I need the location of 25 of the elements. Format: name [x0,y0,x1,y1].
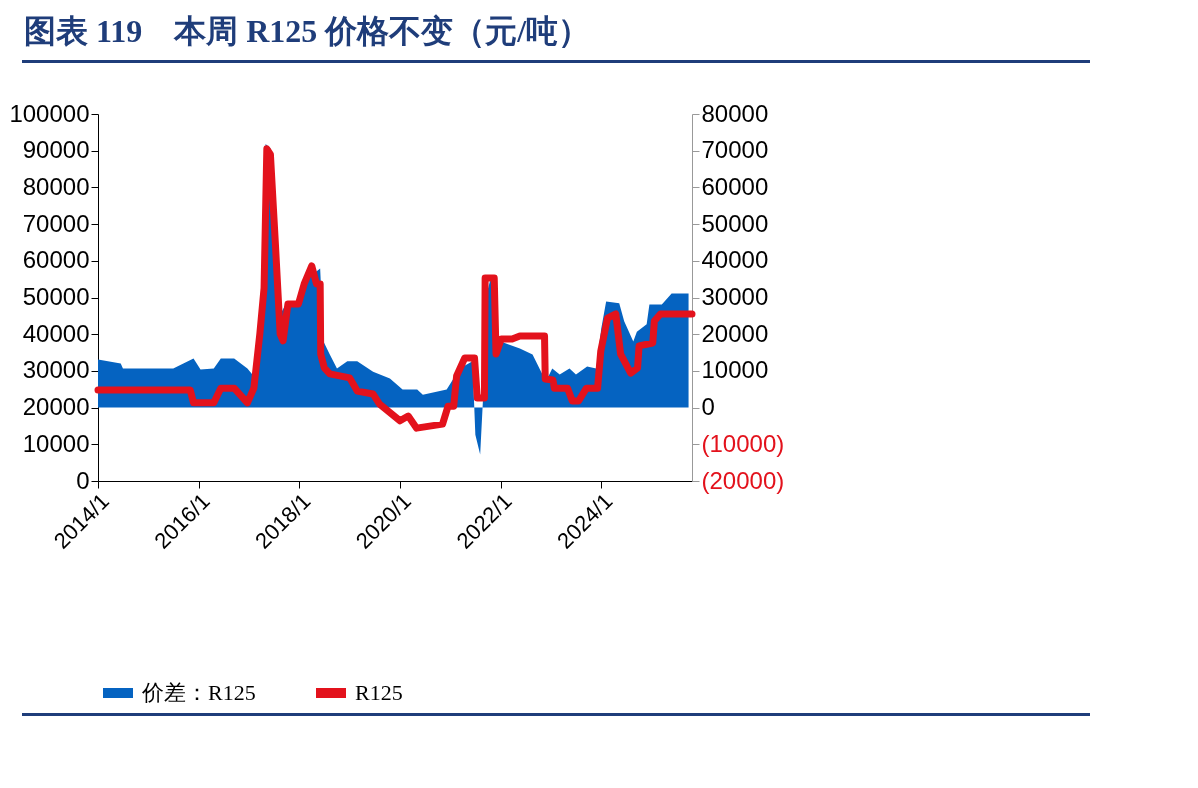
y-tick-label: 10000 [22,429,90,457]
y2-tick-label: 80000 [701,99,769,127]
legend-label: 价差：R125 [141,680,256,705]
y-tick-label: 20000 [22,393,90,421]
y2-tick-label: 20000 [701,319,769,347]
y2-tick-label: 50000 [701,209,769,237]
y2-tick-label: 40000 [701,246,769,274]
y-tick-label: 70000 [22,209,90,237]
y2-tick-label: 10000 [701,356,769,384]
y-tick-label: 0 [76,466,90,494]
y-tick-label: 30000 [22,356,90,384]
y2-tick-label: (20000) [701,466,785,494]
y-tick-label: 50000 [22,283,90,310]
y2-tick-label: 30000 [701,283,769,310]
y-tick-label: 100000 [9,99,90,127]
legend-label: R125 [355,680,403,705]
y2-tick-label: (10000) [701,429,785,457]
y-tick-label: 40000 [22,319,90,347]
y2-tick-label: 0 [701,393,715,421]
y-tick-label: 80000 [22,172,90,200]
chart-title: 图表 119 本周 R125 价格不变（元/吨） [24,12,591,51]
y-tick-label: 60000 [22,246,90,274]
y2-tick-label: 60000 [701,172,769,200]
y2-tick-label: 70000 [701,136,769,164]
y-tick-label: 90000 [22,136,90,164]
